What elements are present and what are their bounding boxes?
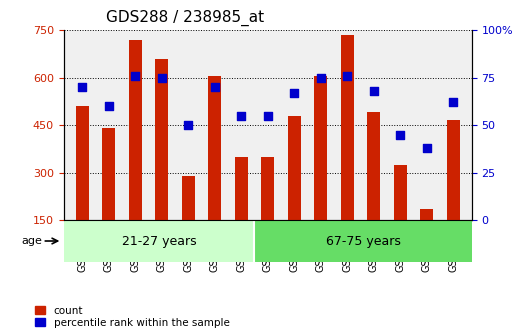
Point <box>131 73 139 78</box>
Point <box>237 113 245 118</box>
Bar <box>288 116 301 267</box>
Point <box>396 132 404 137</box>
Bar <box>129 40 142 267</box>
Point <box>78 84 86 90</box>
Point <box>290 90 298 95</box>
Point <box>184 122 192 128</box>
Bar <box>261 157 275 267</box>
Text: age: age <box>21 236 42 246</box>
Point <box>210 84 219 90</box>
Bar <box>393 165 407 267</box>
Bar <box>155 59 169 267</box>
Bar <box>235 157 248 267</box>
Legend: count, percentile rank within the sample: count, percentile rank within the sample <box>32 302 233 331</box>
Text: 67-75 years: 67-75 years <box>325 235 401 248</box>
Bar <box>341 35 354 267</box>
Text: GDS288 / 238985_at: GDS288 / 238985_at <box>107 10 264 26</box>
Point <box>343 73 351 78</box>
Bar <box>367 113 381 267</box>
Bar <box>254 220 472 262</box>
Point <box>369 88 378 94</box>
Bar <box>181 176 195 267</box>
Text: 21-27 years: 21-27 years <box>122 235 196 248</box>
Bar <box>75 106 89 267</box>
Bar <box>208 76 222 267</box>
Point <box>263 113 272 118</box>
Point <box>449 100 457 105</box>
Point <box>157 75 166 80</box>
Point <box>104 103 113 109</box>
Bar <box>64 220 254 262</box>
Bar <box>314 76 328 267</box>
Point <box>316 75 325 80</box>
Bar <box>102 128 116 267</box>
Point <box>422 145 431 151</box>
Bar <box>446 120 460 267</box>
Bar <box>420 209 434 267</box>
